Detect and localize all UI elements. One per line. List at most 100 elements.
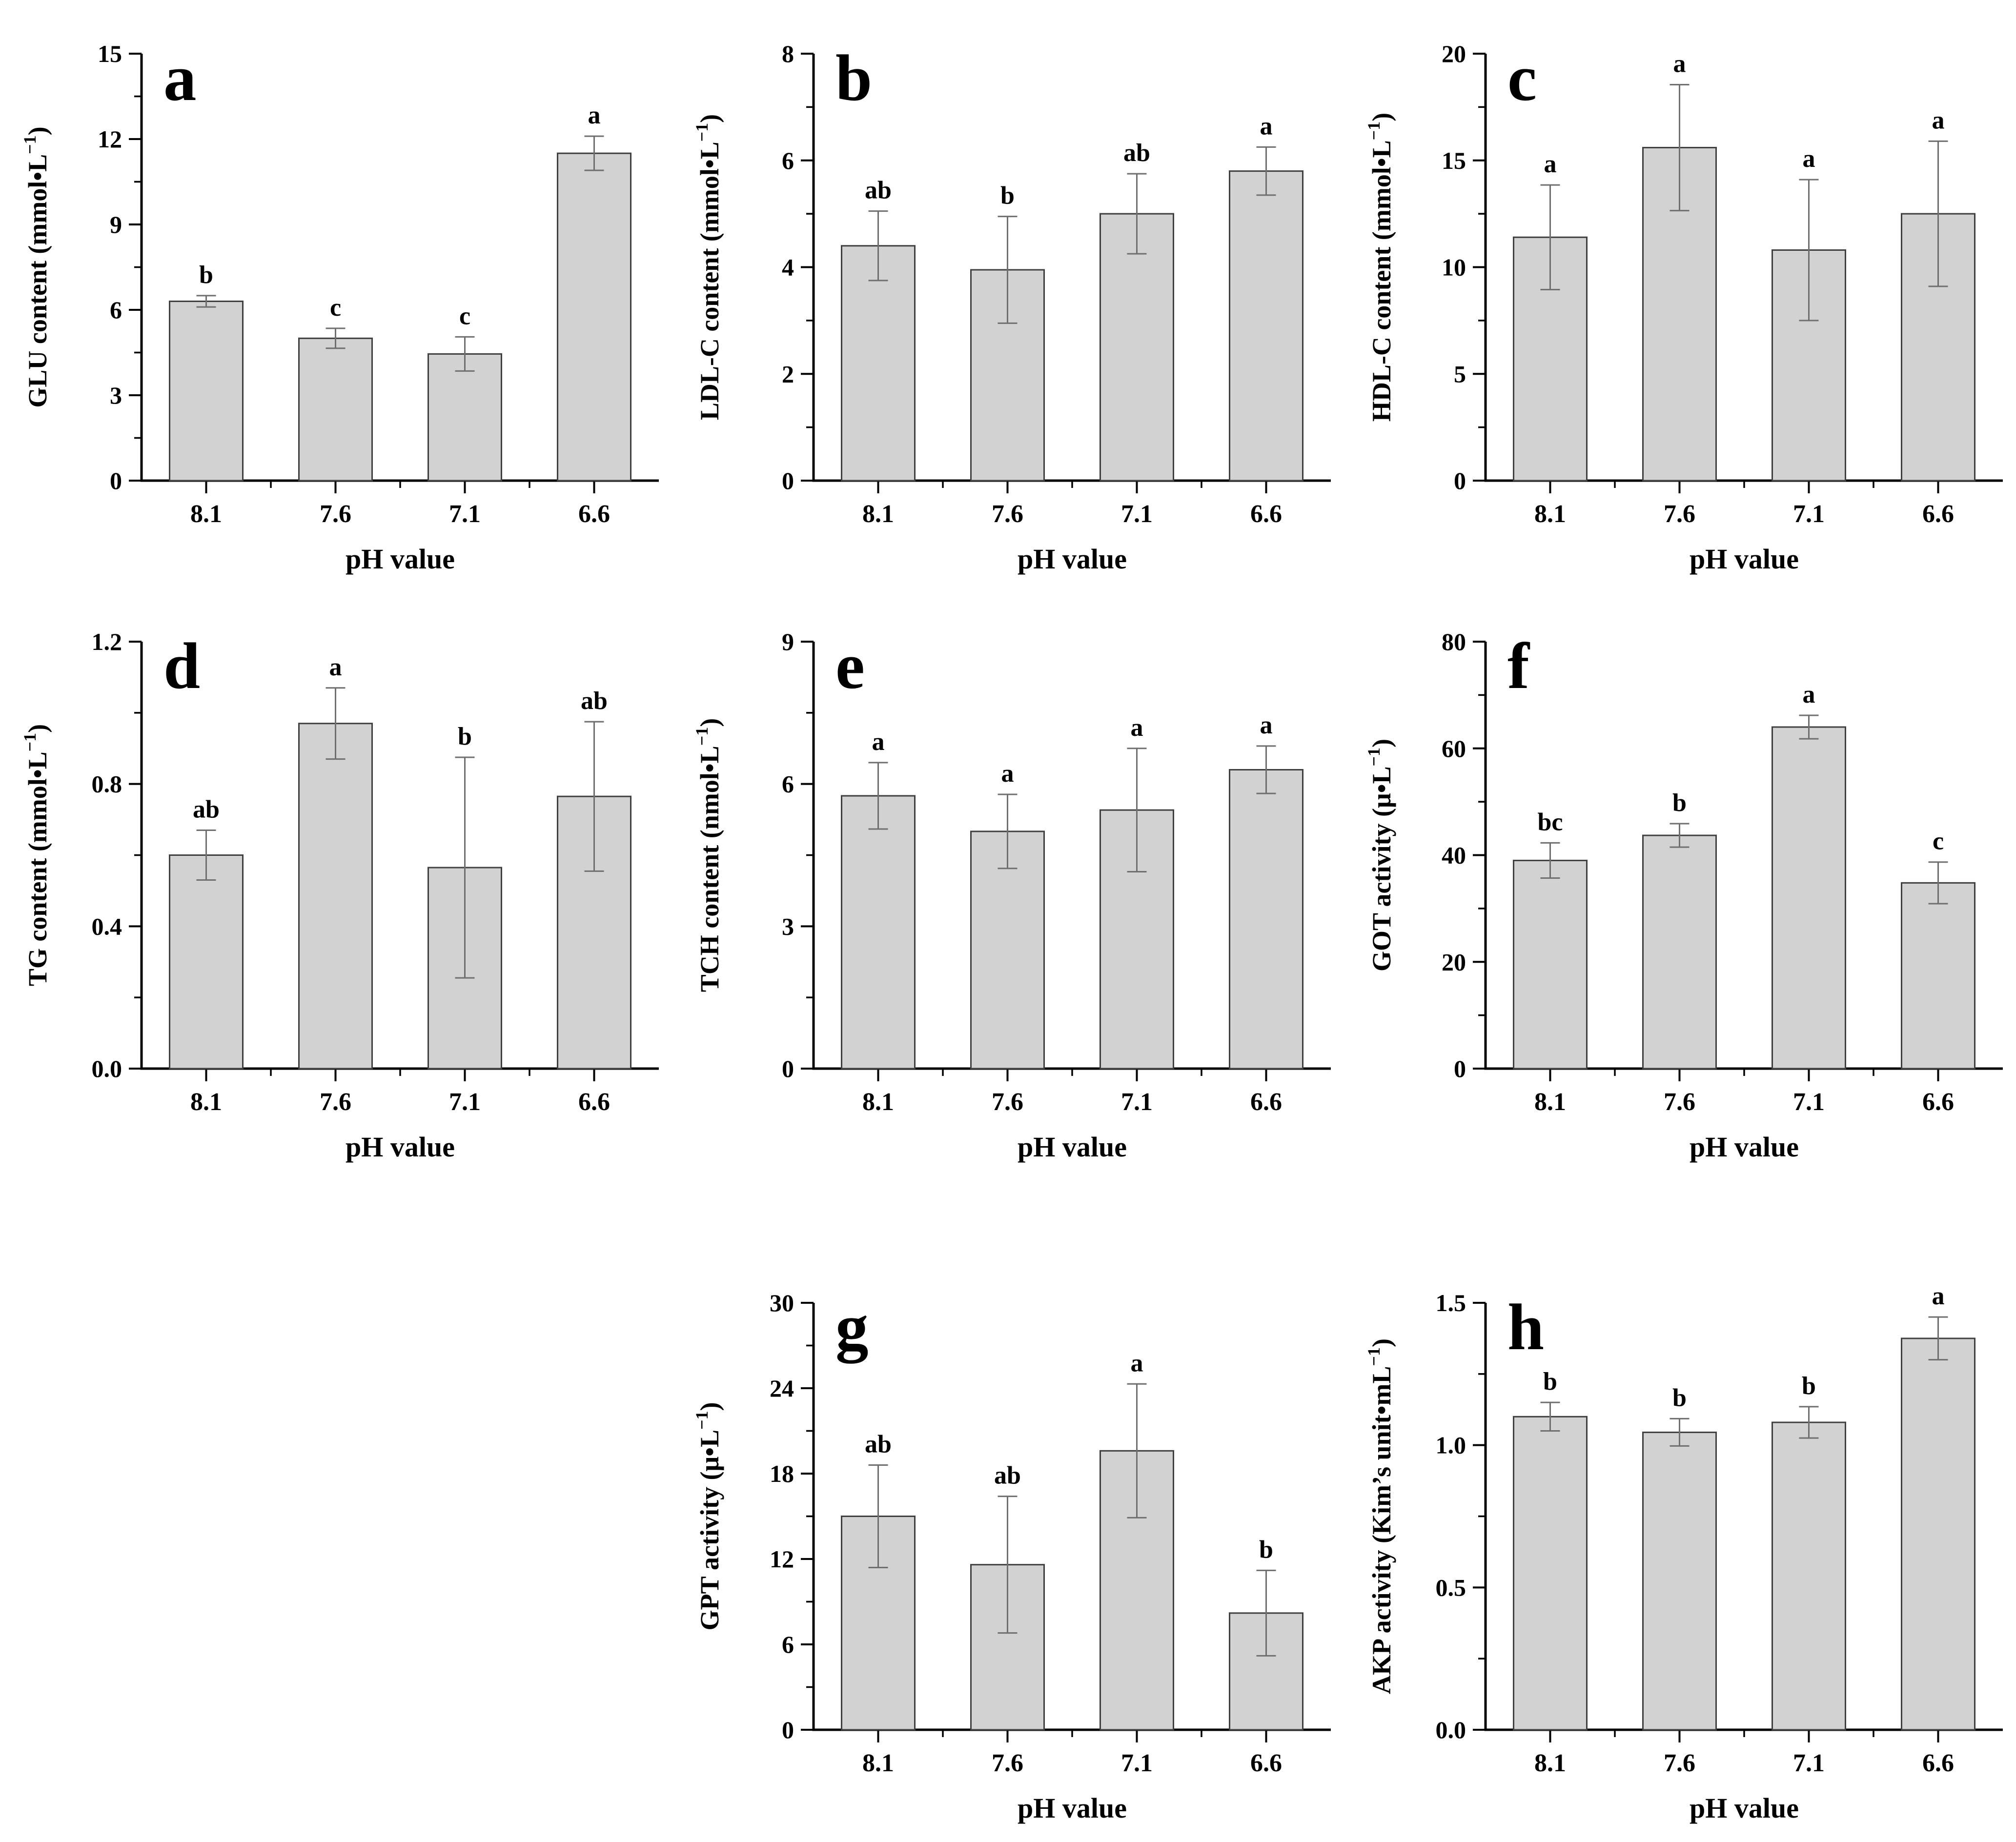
chart-c: 0 5 10 15 20 8.1 7.6 7.1 6.6 a a a a c pH value HDL-C c… (1364, 40, 2003, 575)
y-tick-label: 0 (782, 467, 794, 494)
x-axis-title: pH value (1018, 1131, 1127, 1163)
y-axis-title: HDL-C content (mmol•L−1) (1364, 113, 1396, 422)
significance-letter: a (1932, 1282, 1945, 1310)
y-axis-title: LDL-C content (mmol•L−1) (692, 114, 724, 420)
panel-letter: e (835, 630, 865, 703)
category-label: 6.6 (1922, 500, 1954, 528)
y-axis-title: GLU content (mmol•L−1) (20, 126, 52, 407)
significance-letter: a (1131, 714, 1143, 742)
category-label: 8.1 (190, 1088, 222, 1116)
y-tick-label: 0.5 (1436, 1574, 1466, 1601)
y-axis-title: AKP activity (Kim’s unit•mL−1) (1364, 1338, 1396, 1694)
y-tick-label: 20 (1442, 40, 1466, 67)
bar (1772, 1421, 1846, 1731)
bar (428, 353, 502, 482)
y-tick-label: 20 (1442, 948, 1466, 975)
significance-letter: b (458, 723, 472, 750)
y-axis-title: GPT activity (μ•L−1) (692, 1402, 724, 1631)
y-tick-label: 12 (770, 1545, 794, 1573)
significance-letter: a (1131, 1349, 1143, 1377)
panel-letter: c (1507, 42, 1537, 115)
panel-f: 0 20 40 60 80 8.1 7.6 7.1 6.6 bc b a c f pH value GOT a… (1354, 593, 2016, 1174)
significance-letter: ab (581, 687, 608, 715)
bar (1229, 170, 1303, 482)
significance-letter: a (329, 653, 342, 681)
category-label: 7.6 (320, 500, 351, 528)
y-tick-label: 0 (782, 1055, 794, 1082)
panel-letter: h (1507, 1291, 1544, 1364)
chart-a: 0 3 6 9 12 15 8.1 7.6 7.1 6.6 b c c a a pH value GLU con… (20, 40, 659, 575)
significance-letter: a (1803, 145, 1815, 173)
bar (1513, 1416, 1588, 1731)
y-tick-label: 4 (782, 254, 794, 281)
significance-letter: ab (1123, 139, 1150, 167)
chart-h: 0.0 0.5 1.0 1.5 8.1 7.6 7.1 6.6 b b b a h pH value AKP… (1364, 1282, 2003, 1824)
bar (970, 830, 1045, 1070)
y-tick-label: 60 (1442, 735, 1466, 762)
significance-letter: ab (193, 795, 220, 823)
panel-d: 0.0 0.4 0.8 1.2 8.1 7.6 7.1 6.6 ab a b ab d pH value T… (10, 593, 673, 1174)
y-tick-label: 1.2 (92, 628, 122, 655)
significance-letter: b (199, 261, 213, 289)
y-tick-label: 0.4 (92, 912, 122, 940)
category-label: 8.1 (862, 500, 894, 528)
bar (841, 795, 916, 1070)
x-axis-title: pH value (1690, 543, 1799, 575)
y-tick-label: 0 (782, 1716, 794, 1743)
significance-letter: bc (1538, 808, 1563, 836)
panel-letter: f (1507, 630, 1530, 703)
y-tick-label: 1.0 (1436, 1432, 1466, 1459)
significance-letter: b (1802, 1372, 1816, 1400)
y-axis-title: GOT activity (μ•L−1) (1364, 739, 1396, 972)
panel-h: 0.0 0.5 1.0 1.5 8.1 7.6 7.1 6.6 b b b a h pH value AKP… (1354, 1254, 2016, 1835)
bar (1772, 726, 1846, 1070)
y-tick-label: 6 (782, 1631, 794, 1658)
y-tick-label: 30 (770, 1289, 794, 1316)
y-tick-label: 80 (1442, 628, 1466, 655)
category-label: 7.6 (992, 1088, 1023, 1116)
x-axis-title: pH value (346, 1131, 455, 1163)
significance-letter: a (1001, 760, 1014, 788)
panel-c: 0 5 10 15 20 8.1 7.6 7.1 6.6 a a a a c pH value HDL-C c… (1354, 5, 2016, 586)
category-label: 8.1 (190, 500, 222, 528)
bar (557, 152, 631, 482)
category-label: 7.6 (1664, 500, 1695, 528)
panel-letter: d (163, 630, 200, 703)
y-axis-title: TG content (mmol•L−1) (20, 724, 52, 986)
y-tick-label: 3 (782, 912, 794, 940)
category-label: 8.1 (862, 1749, 894, 1777)
chart-f: 0 20 40 60 80 8.1 7.6 7.1 6.6 bc b a c f pH value GOT a… (1364, 628, 2003, 1163)
bar (1100, 213, 1174, 482)
significance-letter: ab (865, 177, 892, 204)
y-tick-label: 9 (782, 628, 794, 655)
category-label: 7.1 (1121, 1088, 1153, 1116)
category-label: 6.6 (1250, 1749, 1282, 1777)
y-tick-label: 6 (110, 296, 122, 324)
y-tick-label: 5 (1454, 360, 1466, 387)
significance-letter: ab (865, 1431, 892, 1458)
category-label: 6.6 (578, 1088, 610, 1116)
significance-letter: a (1932, 106, 1945, 134)
panel-letter: g (835, 1291, 869, 1364)
y-tick-label: 15 (1442, 147, 1466, 174)
significance-letter: a (1260, 112, 1273, 140)
y-tick-label: 2 (782, 360, 794, 387)
y-tick-label: 0.0 (1436, 1716, 1466, 1743)
bar (1901, 882, 1975, 1070)
significance-letter: b (1672, 1384, 1687, 1412)
significance-letter: a (1260, 711, 1273, 739)
category-label: 7.1 (449, 500, 481, 528)
significance-letter: ab (994, 1462, 1021, 1490)
category-label: 7.6 (992, 1749, 1023, 1777)
category-label: 7.1 (1793, 1088, 1825, 1116)
significance-letter: b (1672, 789, 1687, 817)
y-tick-label: 1.5 (1436, 1289, 1466, 1316)
bar (1901, 1337, 1975, 1731)
bar (1642, 1431, 1717, 1731)
x-axis-title: pH value (1018, 1792, 1127, 1824)
bar (841, 245, 916, 482)
x-axis-title: pH value (1690, 1131, 1799, 1163)
